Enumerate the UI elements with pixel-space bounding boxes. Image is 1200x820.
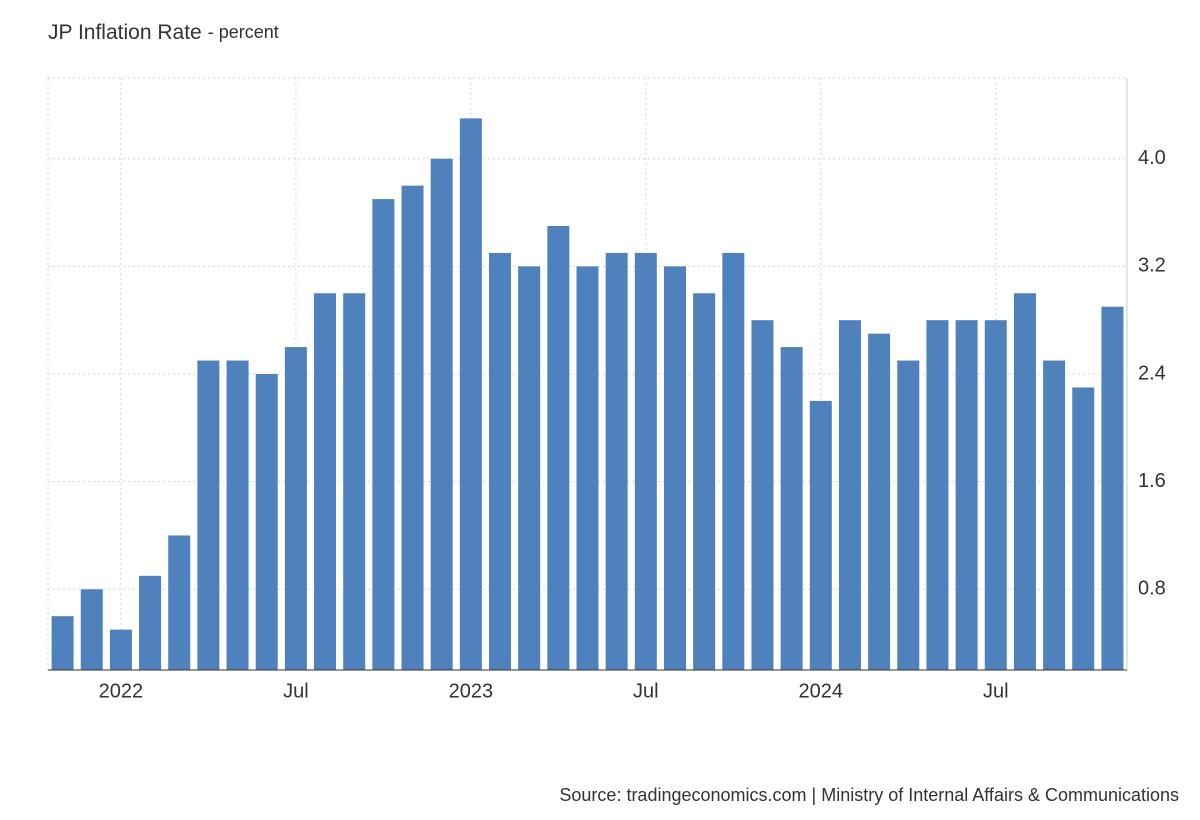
bar [226, 360, 249, 670]
bar [1101, 306, 1124, 670]
bar [838, 320, 861, 670]
bar [605, 252, 628, 670]
bar [897, 360, 920, 670]
bar [401, 185, 424, 671]
bar [547, 226, 570, 670]
bar [780, 347, 803, 670]
bar [926, 320, 949, 670]
bar [284, 347, 307, 670]
chart-title: JP Inflation Rate - percent [48, 21, 279, 44]
bar [809, 400, 832, 670]
x-tick-label: Jul [283, 680, 309, 702]
x-tick-label: 2024 [799, 680, 844, 702]
bar [343, 293, 366, 670]
subtitle: - percent [208, 22, 279, 42]
bar [109, 629, 132, 670]
bar [314, 293, 337, 670]
bar [1013, 293, 1036, 670]
x-tick-label: Jul [983, 680, 1009, 702]
bar [197, 360, 220, 670]
bar [663, 266, 686, 670]
bar [139, 575, 162, 670]
bar [51, 616, 74, 670]
source: Source: tradingeconomics.com | Ministry … [559, 785, 1179, 805]
bar [634, 252, 657, 670]
bar [693, 293, 716, 670]
bar [751, 320, 774, 670]
x-tick-label: Jul [633, 680, 659, 702]
y-tick-label: 2.4 [1138, 362, 1166, 384]
bar [80, 589, 103, 670]
bar [1072, 387, 1095, 670]
bar [955, 320, 978, 670]
y-tick-label: 1.6 [1138, 470, 1166, 492]
y-tick-label: 4.0 [1138, 147, 1166, 169]
bar [489, 252, 512, 670]
bar [518, 266, 541, 670]
bar [868, 333, 891, 670]
bar [168, 535, 191, 670]
bar [984, 320, 1007, 670]
bar [576, 266, 599, 670]
bar [372, 199, 395, 670]
x-tick-label: 2022 [99, 680, 144, 702]
x-tick-label: 2023 [449, 680, 494, 702]
title: JP Inflation Rate [48, 21, 202, 44]
y-tick-label: 0.8 [1138, 578, 1166, 600]
bar [1043, 360, 1066, 670]
bar [722, 252, 745, 670]
bar [430, 158, 453, 670]
bar [255, 374, 278, 670]
bar [459, 118, 482, 670]
y-tick-label: 3.2 [1138, 255, 1166, 277]
